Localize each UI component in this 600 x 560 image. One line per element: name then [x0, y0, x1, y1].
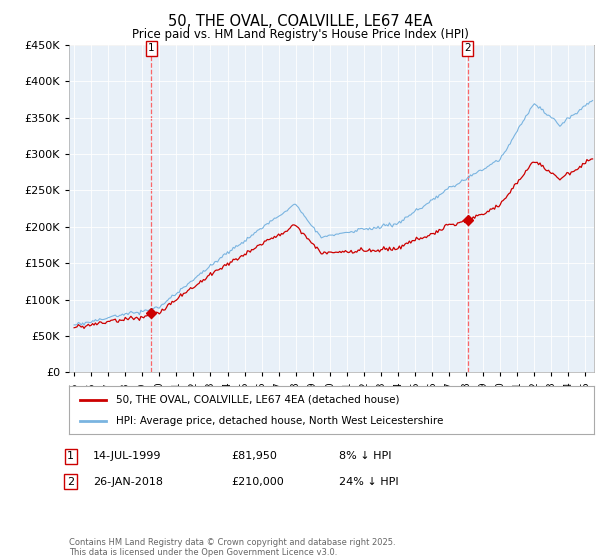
- Text: 50, THE OVAL, COALVILLE, LE67 4EA (detached house): 50, THE OVAL, COALVILLE, LE67 4EA (detac…: [116, 395, 400, 405]
- Text: 2: 2: [464, 44, 471, 53]
- Text: 2: 2: [67, 477, 74, 487]
- Text: £81,950: £81,950: [231, 451, 277, 461]
- Text: £210,000: £210,000: [231, 477, 284, 487]
- Text: 1: 1: [148, 44, 155, 53]
- Text: 14-JUL-1999: 14-JUL-1999: [93, 451, 161, 461]
- Text: 26-JAN-2018: 26-JAN-2018: [93, 477, 163, 487]
- Text: 1: 1: [67, 451, 74, 461]
- Text: Price paid vs. HM Land Registry's House Price Index (HPI): Price paid vs. HM Land Registry's House …: [131, 28, 469, 41]
- Text: Contains HM Land Registry data © Crown copyright and database right 2025.
This d: Contains HM Land Registry data © Crown c…: [69, 538, 395, 557]
- Text: 24% ↓ HPI: 24% ↓ HPI: [339, 477, 398, 487]
- Text: 50, THE OVAL, COALVILLE, LE67 4EA: 50, THE OVAL, COALVILLE, LE67 4EA: [167, 14, 433, 29]
- Text: HPI: Average price, detached house, North West Leicestershire: HPI: Average price, detached house, Nort…: [116, 416, 443, 426]
- Text: 8% ↓ HPI: 8% ↓ HPI: [339, 451, 391, 461]
